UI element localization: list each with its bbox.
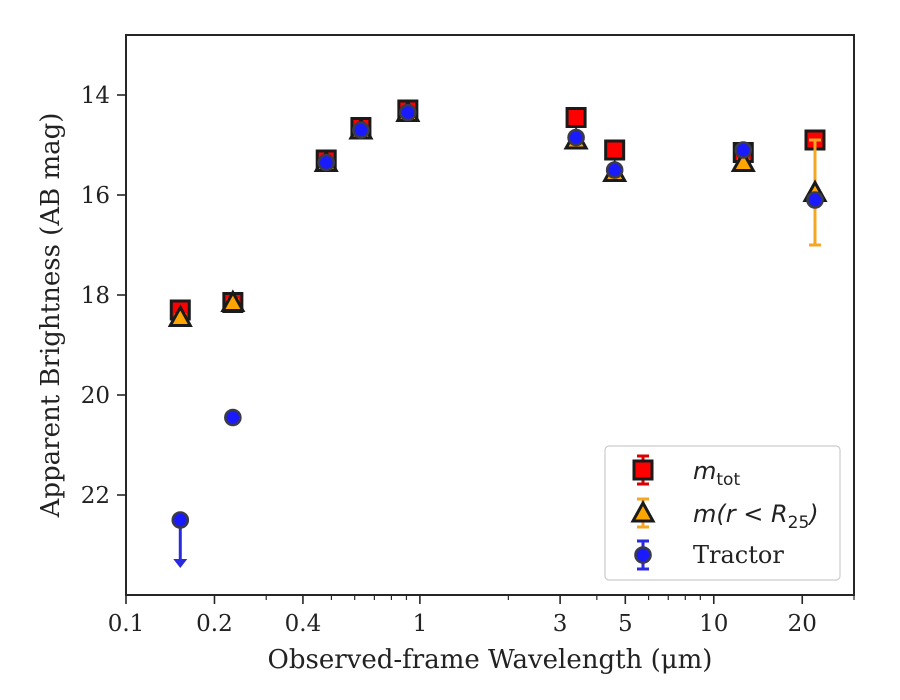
legend-label-mtot: mtot [693, 457, 740, 490]
data-point [565, 107, 587, 128]
legend-marker-m-r25 [630, 499, 656, 523]
upper-limit-arrowhead [173, 559, 188, 568]
y-tick-label: 14 [81, 83, 110, 109]
data-point [806, 191, 824, 209]
legend: mtot m(r < R25) Tractor [604, 445, 841, 581]
x-tick-label: 10 [699, 611, 728, 637]
data-point [171, 511, 190, 529]
data-point [604, 139, 626, 161]
legend-markers [630, 454, 656, 571]
plot-frame [125, 34, 855, 596]
data-marks [167, 99, 828, 568]
y-tick-label: 16 [81, 183, 110, 209]
data-point [730, 149, 756, 172]
x-tick-label: 5 [618, 611, 633, 637]
series-mtot [169, 99, 826, 321]
legend-label-tractor: Tractor [693, 541, 784, 569]
x-tick-label: 0.2 [196, 611, 233, 637]
data-point [317, 153, 336, 172]
legend-marker-mtot [632, 459, 654, 481]
data-point [399, 103, 417, 122]
series-m-r25 [167, 99, 828, 327]
data-point [567, 128, 585, 147]
y-axis-label: Apparent Brightness (AB mag) [36, 113, 66, 519]
data-point [352, 121, 370, 139]
data-point [605, 161, 624, 179]
data-point [167, 304, 193, 327]
x-axis-label: Observed-frame Wavelength (μm) [268, 645, 713, 675]
x-axis: 0.1 0.2 0.4 1 3 5 10 20 [108, 595, 855, 637]
data-point [734, 141, 753, 159]
x-tick-label: 1 [413, 611, 428, 637]
series-tractor [171, 103, 824, 568]
x-tick-label: 3 [553, 611, 568, 637]
y-tick-label: 22 [81, 483, 110, 509]
x-tick-label: 0.4 [285, 611, 322, 637]
x-tick-label: 20 [788, 611, 817, 637]
data-point [224, 408, 242, 427]
data-point [220, 289, 246, 312]
y-tick-label: 18 [81, 283, 110, 309]
y-tick-label: 20 [81, 383, 110, 409]
legend-marker-tractor [634, 546, 652, 564]
legend-label-m-r25: m(r < R25) [693, 500, 819, 533]
y-axis: 14 16 18 20 22 [81, 83, 126, 509]
x-tick-label: 0.1 [108, 611, 145, 637]
legend-box [604, 445, 841, 581]
